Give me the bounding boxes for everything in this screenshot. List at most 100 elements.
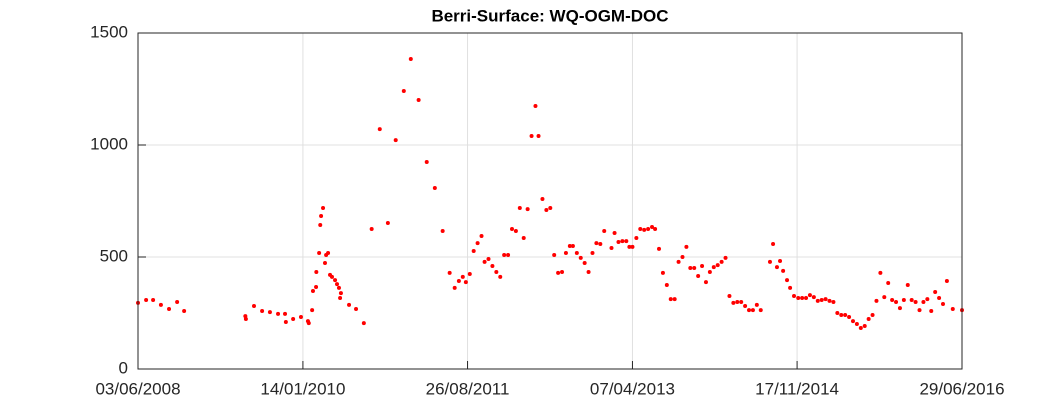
data-point [322, 261, 327, 266]
data-point [638, 227, 643, 231]
data-point [664, 283, 669, 287]
data-point [771, 242, 776, 247]
data-point [321, 205, 326, 210]
data-point [874, 298, 879, 303]
data-point [894, 300, 899, 305]
data-point [586, 270, 591, 275]
data-point [306, 321, 311, 326]
data-point [653, 227, 658, 231]
data-point [660, 270, 665, 275]
data-point [482, 259, 487, 264]
data-point [796, 295, 801, 300]
data-point [490, 263, 495, 268]
data-point [944, 278, 949, 283]
data-point [747, 308, 752, 313]
data-point [517, 205, 522, 210]
data-point [680, 255, 685, 259]
data-point [933, 289, 938, 294]
data-point [703, 280, 708, 285]
data-point [338, 295, 343, 300]
data-point [570, 244, 575, 249]
data-point [377, 127, 382, 132]
data-point [525, 207, 530, 212]
data-point [582, 261, 587, 266]
data-point [590, 250, 595, 255]
data-point [827, 298, 832, 303]
axes-box [137, 32, 963, 370]
data-point [882, 295, 887, 300]
data-point [594, 241, 599, 246]
data-point [326, 250, 331, 255]
data-point [850, 319, 855, 324]
data-point [336, 285, 341, 290]
data-point [506, 252, 511, 257]
data-point [338, 291, 343, 296]
x-tick-label: 14/01/2010 [260, 379, 345, 398]
x-tick-label: 29/06/2016 [919, 379, 1004, 398]
data-point [921, 300, 926, 305]
data-point [627, 244, 632, 249]
data-point [460, 274, 465, 279]
plot-area [138, 33, 962, 369]
data-point [291, 317, 296, 322]
data-point [650, 224, 655, 229]
data-point [642, 227, 647, 232]
data-point [668, 297, 673, 302]
data-point [276, 311, 281, 316]
data-point [676, 259, 681, 264]
data-point [552, 252, 557, 257]
data-point [509, 227, 514, 231]
data-point [835, 311, 840, 315]
data-point [839, 313, 844, 318]
data-point [393, 138, 398, 143]
x-tick-label: 07/04/2013 [590, 379, 675, 398]
x-tick-label: 03/06/2008 [95, 379, 180, 398]
data-point [807, 293, 812, 298]
data-point [440, 229, 445, 234]
data-point [310, 289, 315, 294]
data-point [333, 278, 338, 283]
data-point [536, 134, 541, 139]
data-point [567, 244, 572, 249]
data-point [260, 308, 265, 313]
data-point [475, 241, 480, 246]
data-point [800, 295, 805, 300]
data-point [707, 270, 712, 275]
data-point [785, 278, 790, 283]
data-point [862, 323, 867, 328]
data-point [521, 235, 526, 240]
data-point [544, 207, 549, 212]
data-point [739, 300, 744, 305]
data-point [854, 321, 859, 326]
data-point [909, 298, 914, 303]
data-point [319, 214, 324, 219]
data-point [715, 263, 720, 268]
data-point [657, 246, 662, 251]
data-point [486, 257, 491, 262]
data-point [144, 298, 149, 303]
data-point [158, 302, 163, 307]
data-point [251, 304, 256, 309]
data-point [937, 295, 942, 300]
data-point [634, 235, 639, 240]
data-point [792, 293, 797, 298]
data-point [494, 270, 499, 275]
data-point [767, 259, 772, 264]
data-point [890, 298, 895, 303]
data-point [540, 196, 545, 201]
data-point [823, 297, 828, 302]
data-point [758, 308, 763, 313]
data-point [700, 263, 705, 268]
data-point [754, 302, 759, 307]
data-point [267, 310, 272, 315]
data-point [727, 293, 732, 298]
data-point [719, 259, 724, 264]
data-point [847, 315, 852, 320]
data-point [804, 295, 809, 300]
data-point [612, 231, 617, 236]
data-point [560, 270, 565, 275]
data-point [416, 97, 421, 102]
data-point [283, 311, 288, 316]
data-point [432, 186, 437, 191]
